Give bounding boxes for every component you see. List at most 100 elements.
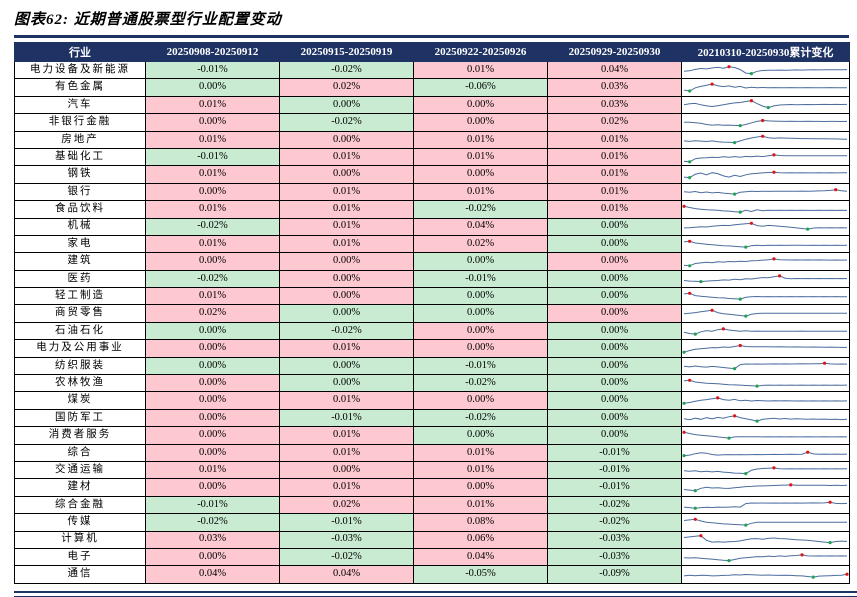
sparkline-path [683,189,848,196]
cumulative-sparkline [683,326,847,336]
value-cell: 0.01% [145,234,280,254]
table-row: 汽车 0.01% 0.00% 0.00% 0.03% [14,95,850,115]
industry-cell: 商贸零售 [14,304,146,323]
value-cell: 0.00% [279,130,414,149]
sparkline-cell [681,460,850,480]
table-row: 交通运输 0.01% 0.00% 0.01% -0.01% [14,460,850,480]
sparkline-min-dot [806,227,810,231]
value-cell: 0.01% [279,478,414,497]
cumulative-sparkline [683,170,847,180]
sparkline-max-dot [693,517,697,521]
sparkline-min-dot [755,384,759,388]
value-cell: 0.00% [413,287,548,306]
industry-cell: 轻工制造 [14,287,146,306]
cumulative-sparkline [683,552,847,562]
value-cell: 0.01% [145,200,280,219]
sparkline-max-dot [772,152,776,157]
table-row: 消费者服务 0.00% 0.01% 0.00% 0.00% [14,426,850,445]
sparkline-max-dot [761,134,765,139]
value-cell: 0.01% [279,339,414,358]
table-row: 电力设备及新能源 -0.01% -0.02% 0.01% 0.04% [14,60,850,80]
sparkline-max-dot [749,99,754,103]
sparkline-max-dot [727,64,731,68]
column-header-period-4: 20250929-20250930 [547,42,682,62]
value-cell: -0.01% [145,60,280,80]
industry-cell: 建筑 [14,252,146,271]
cumulative-sparkline [684,118,847,128]
cumulative-sparkline [683,134,847,145]
value-cell: 0.01% [145,460,280,480]
sparkline-path [683,327,847,335]
sparkline-cell [681,513,850,532]
value-cell: 0.00% [413,113,548,132]
industry-cell: 有色金属 [14,78,146,97]
sparkline-min-dot [688,176,692,180]
table-row: 传媒 -0.02% -0.01% 0.08% -0.02% [14,513,850,532]
sparkline-max-dot [688,291,692,295]
sparkline-cell [681,374,850,393]
sparkline-min-dot [733,367,737,371]
sparkline-path [683,484,848,492]
sparkline-min-dot [688,89,692,93]
sparkline-max-dot [688,239,692,243]
value-cell: 0.00% [413,478,548,497]
table-row: 钢铁 0.01% 0.00% 0.00% 0.01% [14,165,850,184]
sparkline-max-dot [834,188,838,192]
cumulative-sparkline [682,450,847,458]
value-cell: 0.02% [413,234,548,254]
sparkline-cell [681,339,850,358]
sparkline-path [683,100,847,109]
cumulative-sparkline [683,99,847,110]
value-cell: 0.03% [547,78,682,97]
sparkline-cell [681,287,850,306]
value-cell: 0.00% [145,356,280,376]
sparkline-path [683,431,847,439]
value-cell: 0.01% [547,147,682,167]
sparkline-min-dot [828,541,832,545]
sparkline-cell [681,60,850,80]
cumulative-sparkline [682,396,847,406]
sparkline-path [683,344,847,353]
cumulative-sparkline [683,152,847,164]
cumulative-sparkline [682,343,847,354]
value-cell: 0.04% [279,565,414,584]
value-cell: 0.01% [413,182,548,202]
cumulative-sparkline [683,501,848,511]
value-cell: 0.00% [413,426,548,445]
sparkline-min-dot [682,454,686,458]
sparkline-min-dot [727,436,731,440]
sparkline-max-dot [822,361,827,366]
value-cell: 0.00% [145,252,280,271]
table-header: 行业 20250908-20250912 20250915-20250919 2… [14,42,850,62]
sparkline-max-dot [733,413,737,417]
value-cell: 0.00% [145,426,280,445]
value-cell: 0.00% [413,304,548,323]
sparkline-min-dot [733,192,737,197]
sparkline-min-dot [727,558,731,562]
sparkline-cell [681,200,850,219]
sparkline-max-dot [761,118,765,122]
sparkline-cell [681,408,850,428]
value-cell: -0.03% [547,530,682,549]
sparkline-cell [681,217,850,236]
column-header-cumulative: 20210310-20250930累计变化 [681,42,850,62]
table-row: 医药 -0.02% 0.00% -0.01% 0.00% [14,269,850,289]
sparkline-cell [681,269,850,289]
value-cell: 0.01% [413,495,548,515]
sparkline-path [683,154,847,162]
industry-cell: 基础化工 [14,147,146,167]
value-cell: -0.02% [279,547,414,567]
value-cell: -0.01% [547,478,682,497]
sparkline-max-dot [772,465,776,470]
industry-cell: 国防军工 [14,408,146,428]
sparkline-max-dot [699,534,703,538]
cumulative-sparkline [683,534,848,545]
value-cell: 0.00% [145,547,280,567]
value-cell: -0.02% [145,269,280,289]
value-cell: 0.00% [413,252,548,271]
value-cell: 0.00% [145,78,280,97]
sparkline-max-dot [777,274,782,278]
value-cell: 0.00% [413,95,548,115]
sparkline-max-dot [682,204,686,208]
sparkline-min-dot [749,71,754,75]
